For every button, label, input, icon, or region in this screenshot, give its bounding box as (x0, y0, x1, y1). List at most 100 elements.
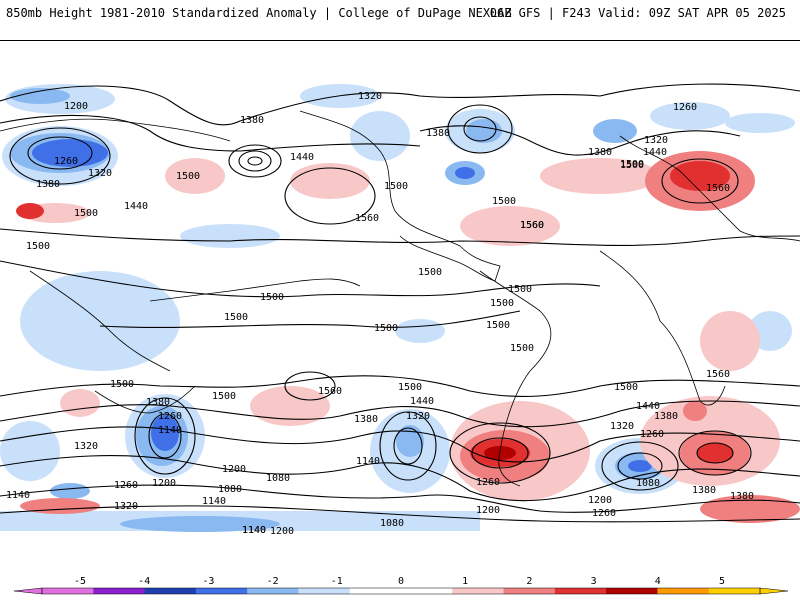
contour-label: 1500 (398, 382, 422, 393)
contour-label: 1560 (355, 213, 379, 224)
contour-label: 1500 (620, 160, 644, 171)
contour-label: 1080 (636, 478, 660, 489)
map-title: 850mb Height 1981-2010 Standardized Anom… (6, 6, 512, 20)
contour-label: 1500 (374, 323, 398, 334)
colorbar-tick-label: -3 (202, 576, 214, 587)
colorbar-segment (42, 588, 94, 594)
colorbar-outline (41, 587, 761, 595)
contour-label: 1320 (406, 411, 430, 422)
contour-label: 1500 (260, 292, 284, 303)
model-run-info: 06Z GFS | F243 Valid: 09Z SAT APR 05 202… (489, 6, 786, 20)
contour-label: 1560 (318, 386, 342, 397)
contour-label: 1500 (74, 208, 98, 219)
contour-label: 1140 (158, 425, 182, 436)
contour-label: 1380 (730, 491, 754, 502)
contour-label: 1500 (110, 379, 134, 390)
contour-label: 1200 (476, 505, 500, 516)
header: 850mb Height 1981-2010 Standardized Anom… (0, 0, 800, 40)
contour-label: 1200 (588, 495, 612, 506)
contour-label: 1500 (176, 171, 200, 182)
contour-label: 1500 (418, 267, 442, 278)
contour-label: 1080 (266, 473, 290, 484)
contour-label: 1380 (426, 128, 450, 139)
contour-label: 1140 (242, 525, 266, 536)
contour-label: 1560 (706, 183, 730, 194)
contour-label: 1380 (588, 147, 612, 158)
contour-label: 1500 (492, 196, 516, 207)
contour-label: 1380 (36, 179, 60, 190)
contour-label: 1380 (654, 411, 678, 422)
colorbar-tick-label: 0 (398, 576, 404, 587)
contour-label: 1080 (218, 484, 242, 495)
contour-label: 1500 (212, 391, 236, 402)
contour-label: 1560 (520, 220, 544, 231)
colorbar-left-arrow (13, 587, 43, 595)
contour-label: 1200 (270, 526, 294, 537)
contour-label: 1140 (202, 496, 226, 507)
contour-label: 1320 (610, 421, 634, 432)
colorbar-segment (298, 588, 351, 594)
contour-label: 1560 (706, 369, 730, 380)
colorbar-segment (657, 588, 710, 594)
colorbar-segment (452, 588, 505, 594)
contour-label: 1320 (74, 441, 98, 452)
contour-label: 1500 (620, 159, 644, 170)
colorbar-tick-label: 2 (526, 576, 532, 587)
contour-label: 1320 (88, 168, 112, 179)
contour-label: 1140 (242, 525, 266, 536)
contour-label: 1440 (636, 401, 660, 412)
contour-label: 1440 (290, 152, 314, 163)
contour-label: 1260 (673, 102, 697, 113)
contour-label: 1440 (643, 147, 667, 158)
contour-label: 1500 (224, 312, 248, 323)
coastlines (0, 110, 800, 487)
colorbar-segment (144, 588, 197, 594)
contour-label: 1380 (240, 115, 264, 126)
contour-label: 1260 (640, 429, 664, 440)
contour-label: 1380 (354, 414, 378, 425)
contour-label: 1200 (64, 101, 88, 112)
contour-label: 1200 (152, 478, 176, 489)
colorbar-segment (708, 588, 761, 594)
contour-label: 1500 (614, 382, 638, 393)
colorbar-segment (349, 588, 402, 594)
contour-label: 1440 (124, 201, 148, 212)
colorbar-tick-label: 1 (462, 576, 468, 587)
contour-label: 1320 (644, 135, 668, 146)
colorbar-segment (554, 588, 607, 594)
contour-label: 1500 (490, 298, 514, 309)
contour-label: 1380 (146, 397, 170, 408)
colorbar-tick-label: -1 (331, 576, 343, 587)
contour-label: 1320 (114, 501, 138, 512)
colorbar-tick-label: -4 (138, 576, 150, 587)
contour-label: 1500 (508, 284, 532, 295)
colorbar-tick-label: 5 (719, 576, 725, 587)
colorbar-segment (195, 588, 248, 594)
height-contours (0, 83, 800, 523)
contour-label: 1140 (356, 456, 380, 467)
contour-label: 1500 (26, 241, 50, 252)
anomaly-map: 1200 1380 1320 1380 1260 1320 1500 1380 … (0, 40, 800, 571)
contour-label: 1380 (692, 485, 716, 496)
contour-label: 1260 (476, 477, 500, 488)
contour-label: 1500 (486, 320, 510, 331)
colorbar-tick-label: -2 (267, 576, 279, 587)
contour-label: 1260 (114, 480, 138, 491)
colorbar-segment (401, 588, 453, 594)
colorbar-segment (93, 588, 146, 594)
contour-label: 1200 (222, 464, 246, 475)
colorbar-tick-label: -5 (74, 576, 86, 587)
contour-label: 1140 (6, 490, 30, 501)
colorbar-segment (503, 588, 556, 594)
contour-label: 1500 (510, 343, 534, 354)
contour-label: 1260 (158, 411, 182, 422)
anomaly-colorbar: -5 -4 -3 -2 -1 0 1 2 3 4 5 (0, 570, 800, 600)
colorbar-right-arrow (759, 587, 789, 595)
contour-label: 1260 (54, 156, 78, 167)
colorbar-segment (606, 588, 658, 594)
colorbar-segment (247, 588, 299, 594)
contour-label: 1560 (520, 220, 544, 231)
colorbar-tick-label: 4 (655, 576, 661, 587)
contour-label: 1080 (380, 518, 404, 529)
contour-labels: 1200 1380 1320 1380 1260 1320 1500 1380 … (6, 91, 754, 537)
